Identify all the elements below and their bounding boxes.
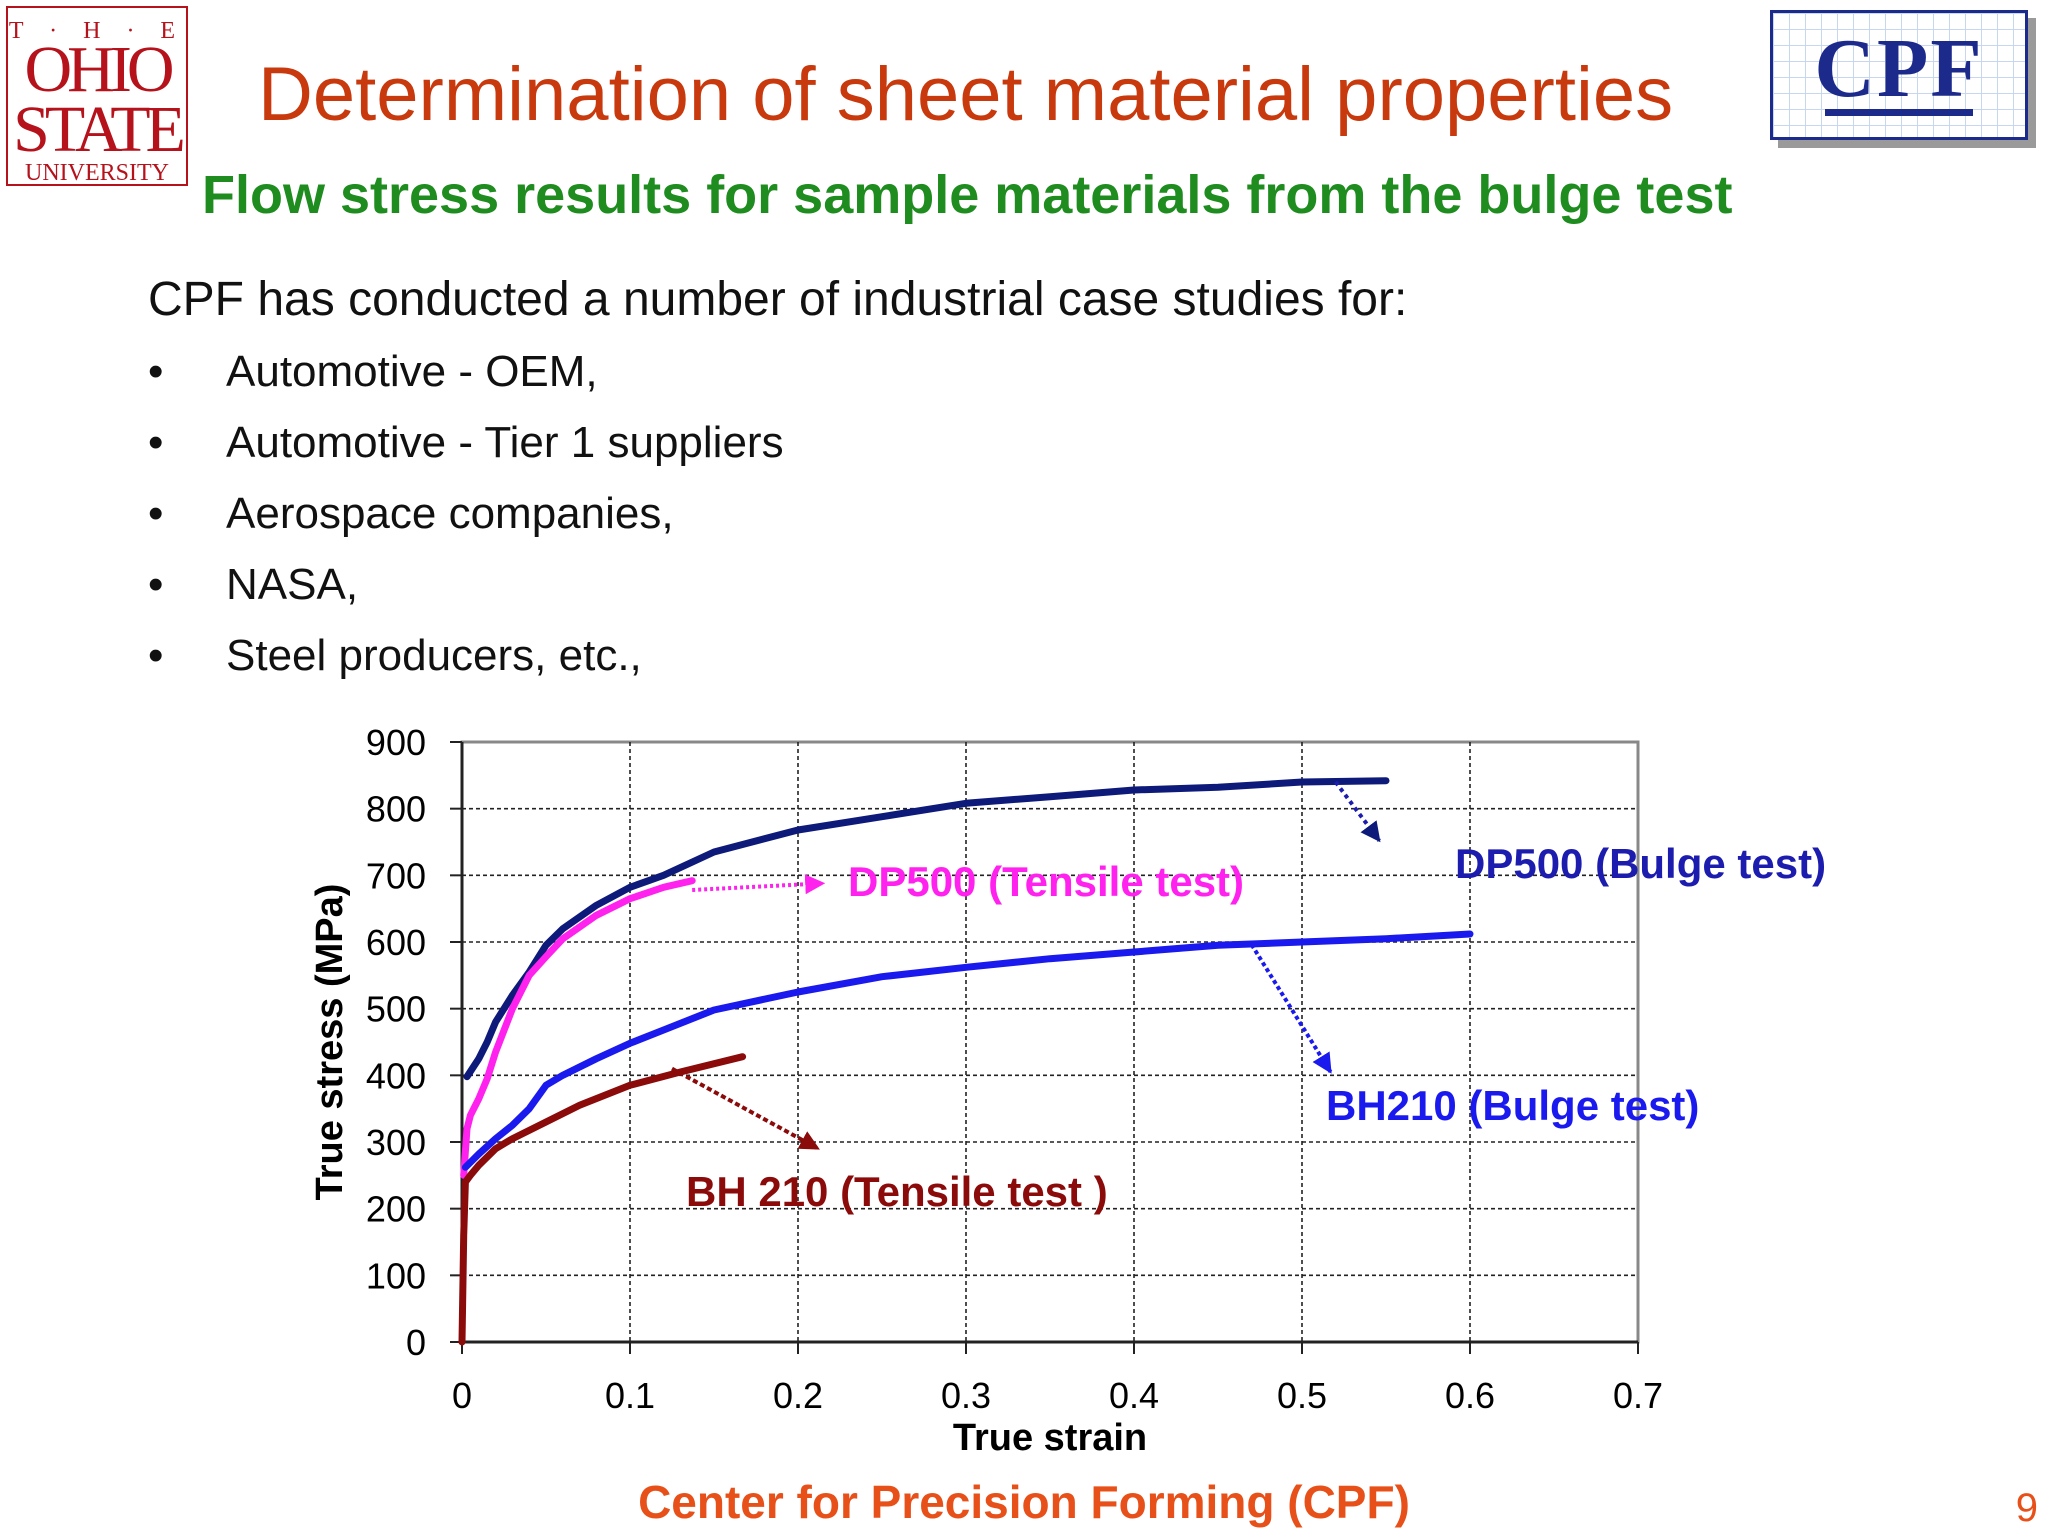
- series-line-0: [463, 777, 1390, 1081]
- page-title: Determination of sheet material properti…: [258, 52, 1674, 137]
- plot-area: [460, 740, 1640, 1344]
- logo-line-state: STATE: [13, 93, 186, 166]
- annotation-arrow-3: [671, 1066, 820, 1151]
- grid-lines: [462, 742, 1638, 1342]
- annotation-arrow-1: [692, 874, 826, 895]
- y-tick-label: 900: [366, 722, 426, 763]
- list-item-text: Aerospace companies,: [226, 489, 674, 538]
- page-number: 9: [2015, 1486, 2038, 1530]
- x-tick-label: 0.4: [1109, 1375, 1159, 1416]
- x-tick-label: 0.1: [605, 1375, 655, 1416]
- page-subtitle: Flow stress results for sample materials…: [202, 165, 1733, 225]
- bullet-glyph: •: [148, 418, 164, 467]
- y-tick-label: 800: [366, 789, 426, 830]
- logo-line-ohio: OHIO: [24, 33, 175, 106]
- y-tick-label: 300: [366, 1122, 426, 1163]
- series-line-3: [458, 1053, 747, 1346]
- x-tick-label: 0.6: [1445, 1375, 1495, 1416]
- ohio-state-logo: T · H · E OHIO STATE UNIVERSITY: [6, 6, 188, 186]
- x-tick-label: 0.3: [941, 1375, 991, 1416]
- series-line-1: [460, 877, 696, 1179]
- list-item-text: Automotive - Tier 1 suppliers: [226, 418, 784, 467]
- cpf-logo: CPF: [1770, 10, 2028, 140]
- x-tick-label: 0: [452, 1375, 472, 1416]
- annotation-label-1: DP500 (Tensile test): [848, 858, 1244, 905]
- x-tick-label: 0.7: [1613, 1375, 1663, 1416]
- intro-text: CPF has conducted a number of industrial…: [148, 273, 1408, 326]
- x-tick-labels: 0 0.1 0.2 0.3 0.4 0.5 0.6 0.7: [452, 1375, 1663, 1416]
- y-tick-label: 700: [366, 855, 426, 896]
- annotation-label-3: BH 210 (Tensile test ): [686, 1168, 1108, 1215]
- list-item-text: NASA,: [226, 560, 359, 609]
- x-tick-label: 0.2: [773, 1375, 823, 1416]
- logo-line-the: T · H · E: [8, 18, 186, 44]
- logo-line-university: UNIVERSITY: [25, 160, 169, 186]
- list-item-text: Steel producers, etc.,: [226, 631, 642, 680]
- bullet-glyph: •: [148, 631, 164, 680]
- y-tick-label: 500: [366, 989, 426, 1030]
- cpf-logo-text: CPF: [1814, 22, 1984, 115]
- x-tick-label: 0.5: [1277, 1375, 1327, 1416]
- series-lines: [458, 777, 1474, 1346]
- annotation-arrow-2: [1249, 943, 1333, 1074]
- y-tick-label: 600: [366, 922, 426, 963]
- series-line-2: [461, 930, 1474, 1171]
- annotations: DP500 (Bulge test) DP500 (Tensile test) BH…: [671, 780, 1826, 1215]
- footer-center-name: Center for Precision Forming (CPF): [638, 1476, 1410, 1528]
- y-tick-label: 200: [366, 1189, 426, 1230]
- annotation-label-0: DP500 (Bulge test): [1455, 840, 1826, 887]
- list-item-text: Automotive - OEM,: [226, 347, 598, 396]
- annotation-label-2: BH210 (Bulge test): [1326, 1082, 1699, 1129]
- bullet-glyph: •: [148, 347, 164, 396]
- x-axis-label: True strain: [953, 1417, 1147, 1459]
- bullet-glyph: •: [148, 560, 164, 609]
- y-tick-label: 0: [406, 1322, 426, 1363]
- y-tick-label: 400: [366, 1055, 426, 1096]
- y-tick-label: 100: [366, 1255, 426, 1296]
- y-axis-label: True stress (MPa): [309, 884, 351, 1201]
- y-tick-labels: 0 100 200 300 400 500 600 700 800 900: [366, 722, 426, 1363]
- cpf-logo-underline: [1825, 109, 1973, 116]
- bullet-glyph: •: [148, 489, 164, 538]
